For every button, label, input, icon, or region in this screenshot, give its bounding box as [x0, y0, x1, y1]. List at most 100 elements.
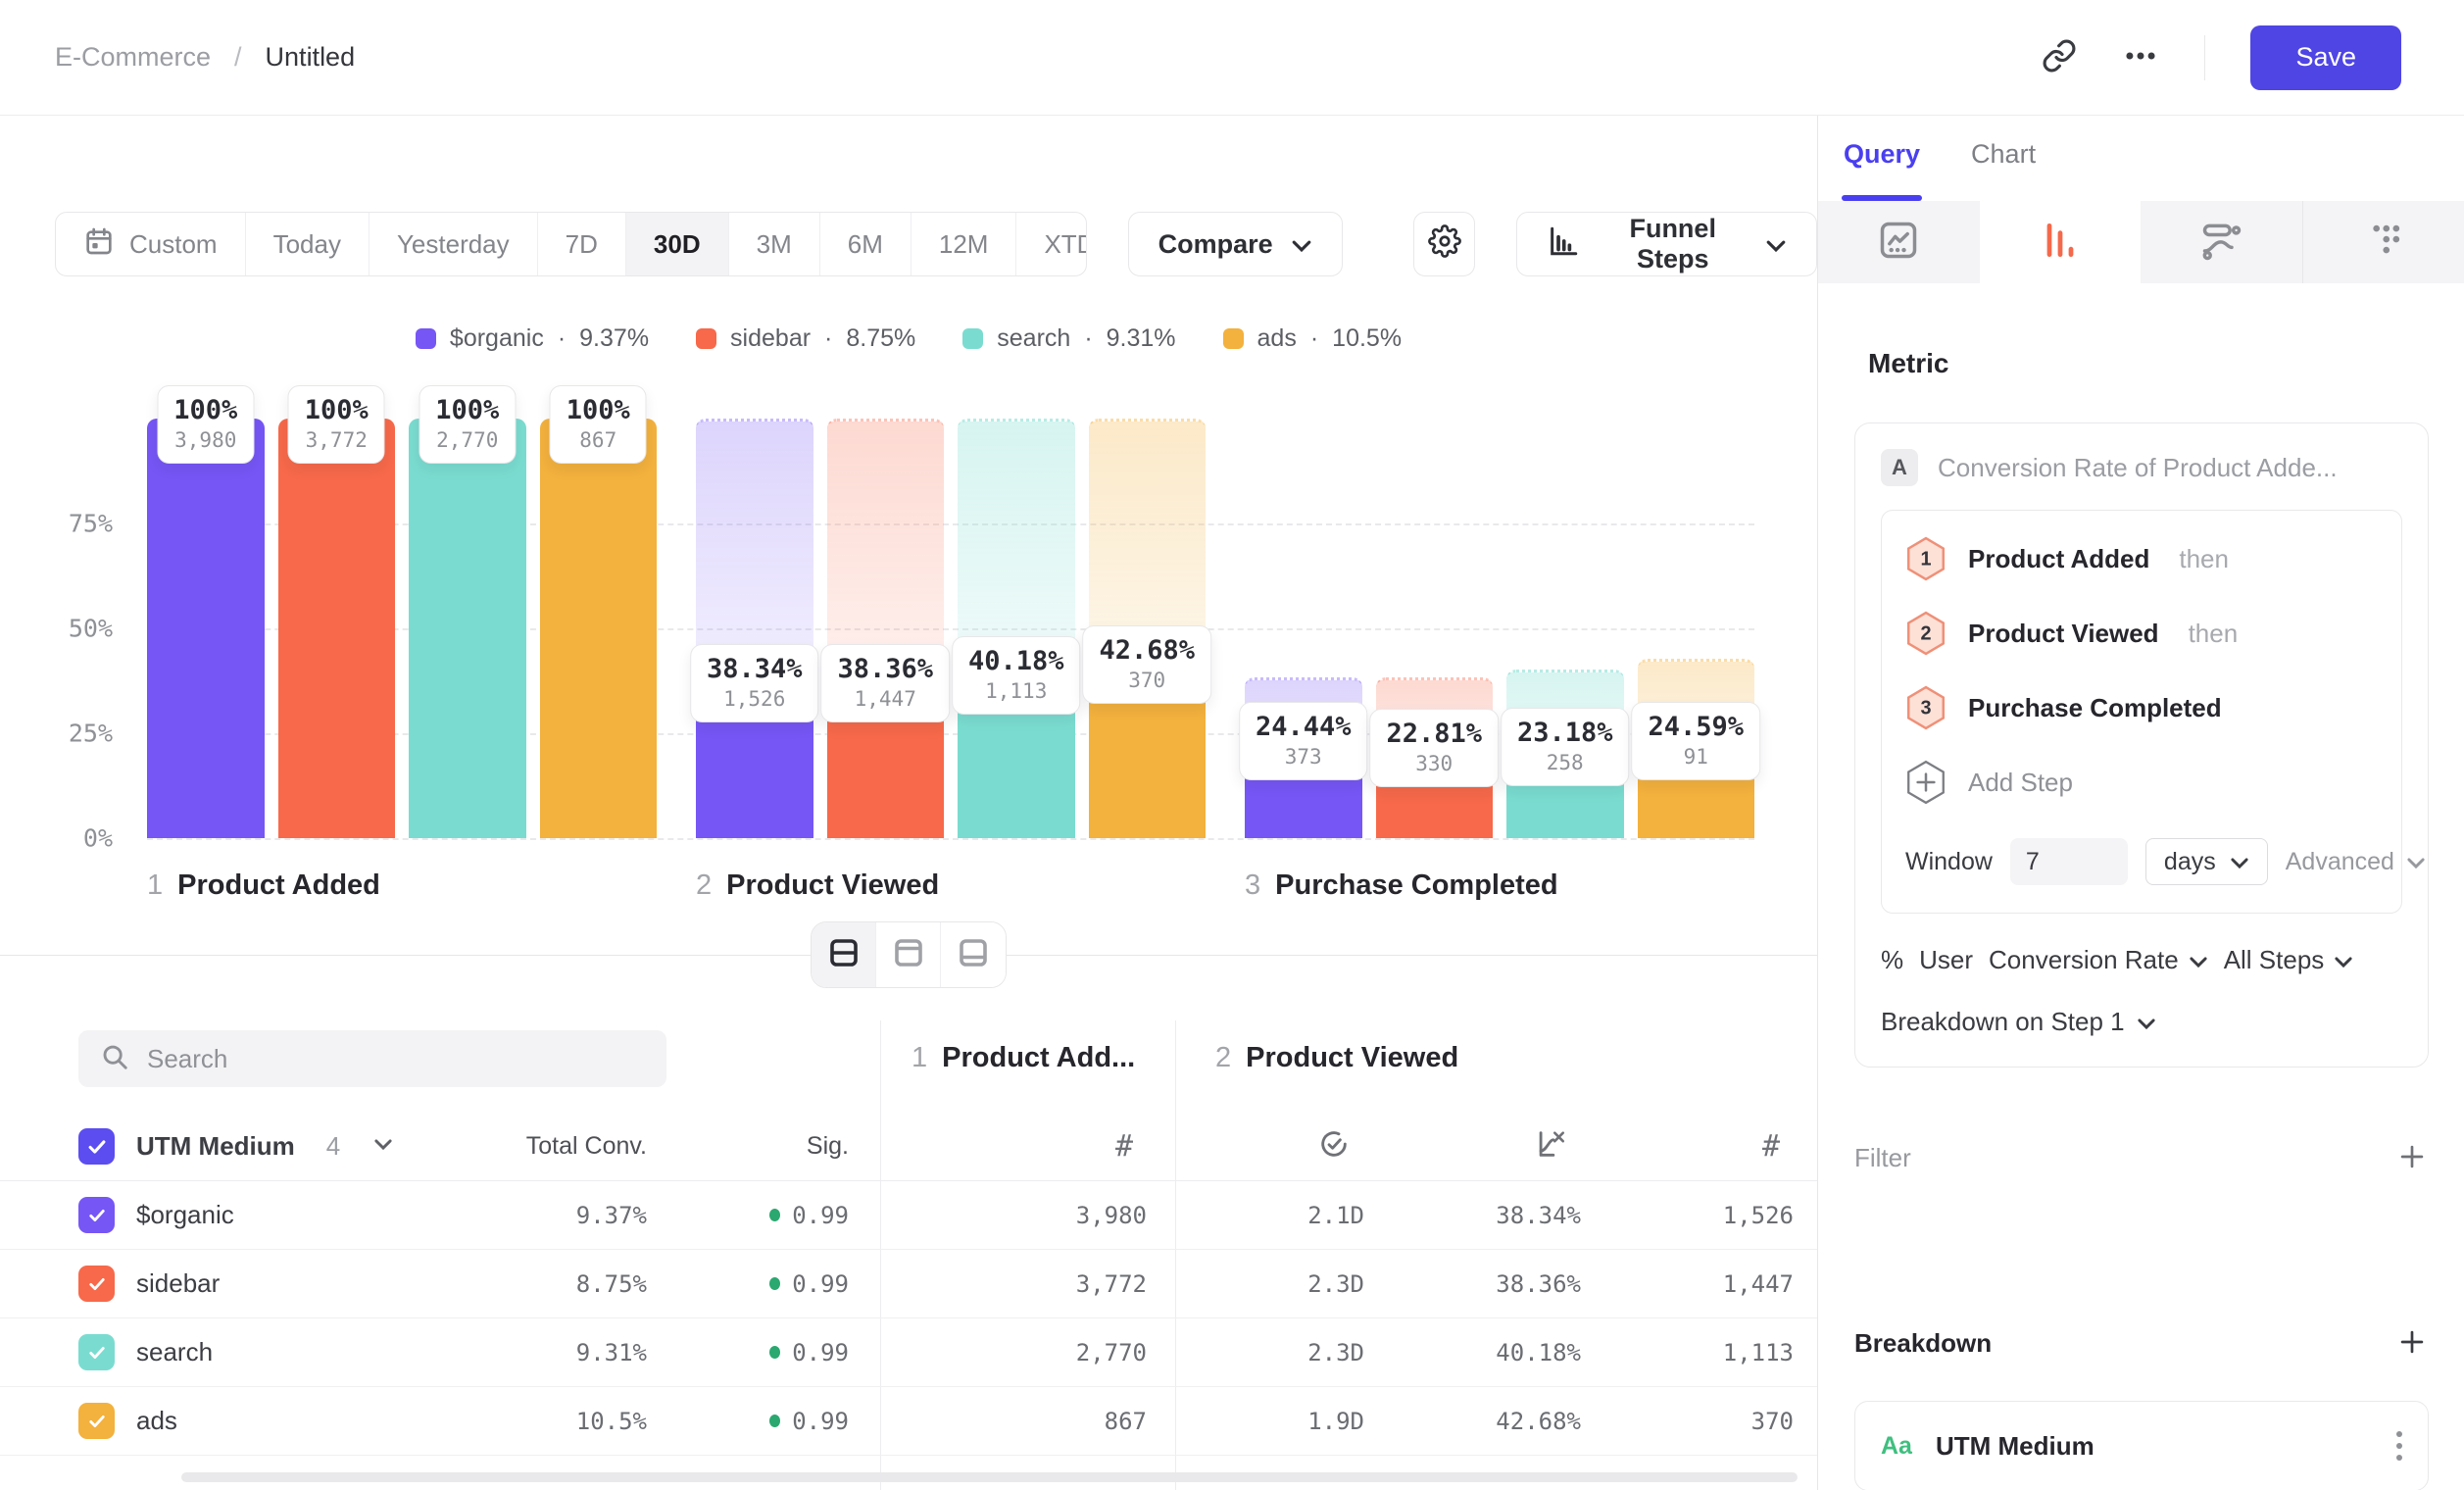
- row-checkbox[interactable]: [78, 1403, 115, 1439]
- entity-selector[interactable]: User: [1919, 945, 1974, 974]
- date-range-3m[interactable]: 3M: [729, 213, 820, 275]
- funnel-bar-organic-step3[interactable]: 24.44% 373: [1238, 419, 1368, 838]
- date-range-yesterday[interactable]: Yesterday: [370, 213, 538, 275]
- tab-flow-chart[interactable]: [2141, 201, 2302, 283]
- query-step-2[interactable]: 2 Product Viewed then: [1905, 611, 2378, 656]
- breadcrumb-title[interactable]: Untitled: [265, 42, 356, 72]
- count-column-header[interactable]: #: [1581, 1129, 1794, 1164]
- funnel-bar-sidebar-step2[interactable]: 38.36% 1,447: [820, 419, 951, 838]
- legend-item[interactable]: $organic · 9.37%: [415, 324, 649, 353]
- layout-chart-only-button[interactable]: [876, 922, 941, 987]
- add-breakdown-button[interactable]: [2395, 1325, 2429, 1362]
- gear-icon: [1427, 224, 1461, 265]
- add-step-button[interactable]: Add Step: [1905, 760, 2378, 805]
- advanced-toggle[interactable]: Advanced: [2286, 848, 2426, 876]
- breakdown-options-button[interactable]: [2396, 1431, 2402, 1461]
- scope-selector[interactable]: All Steps: [2224, 945, 2354, 975]
- chart-percent-icon: [1534, 1127, 1567, 1166]
- funnel-bar-ads-step1[interactable]: 100% 867: [539, 385, 657, 838]
- breakdown-property-card[interactable]: Aa UTM Medium: [1854, 1401, 2429, 1490]
- breadcrumb-project[interactable]: E-Commerce: [55, 42, 212, 72]
- metric-title: Conversion Rate of Product Adde...: [1938, 452, 2338, 482]
- chart-settings-button[interactable]: [1412, 212, 1476, 276]
- layout-table-only-button[interactable]: [941, 922, 1006, 987]
- date-range-30d[interactable]: 30D: [625, 213, 729, 275]
- date-range-xtd[interactable]: XTD: [1016, 213, 1085, 275]
- query-step-3[interactable]: 3 Purchase Completed: [1905, 685, 2378, 730]
- string-property-icon: Aa: [1881, 1431, 1912, 1460]
- step-3-hexagon-badge: 3: [1905, 685, 1947, 730]
- header-divider: [2204, 34, 2206, 80]
- step2-conv: 40.18%: [1496, 1338, 1581, 1366]
- funnel-bar-search-step1[interactable]: 100% 2,770: [409, 385, 526, 838]
- value-label-card: 38.34% 1,526: [689, 643, 819, 722]
- date-range-label: Custom: [129, 228, 218, 259]
- horizontal-scrollbar[interactable]: [181, 1472, 1798, 1482]
- row-checkbox[interactable]: [78, 1266, 115, 1302]
- add-step-hexagon-icon: [1905, 760, 1947, 805]
- chevron-down-icon: [1291, 229, 1312, 260]
- solid-bar: 100% 3,980: [147, 385, 265, 838]
- solid-bar: 38.36% 1,447: [820, 643, 951, 838]
- metric-title-row[interactable]: A Conversion Rate of Product Adde...: [1881, 449, 2402, 486]
- measure-selector[interactable]: Conversion Rate: [1989, 945, 2208, 975]
- date-range-7d[interactable]: 7D: [538, 213, 626, 275]
- groupby-count: 4: [325, 1131, 341, 1161]
- date-range-custom[interactable]: Custom: [56, 213, 246, 275]
- chart-type-button[interactable]: Funnel Steps: [1516, 212, 1817, 276]
- step-label-2: 2 Product Viewed: [696, 869, 940, 901]
- more-options-button[interactable]: [2122, 37, 2159, 77]
- funnel-bar-search-step3[interactable]: 23.18% 258: [1500, 419, 1630, 838]
- chevron-down-icon: [1765, 229, 1787, 260]
- row-checkbox[interactable]: [78, 1334, 115, 1370]
- sig-column-header[interactable]: Sig.: [806, 1132, 849, 1160]
- date-range-12m[interactable]: 12M: [912, 213, 1017, 275]
- window-value-input[interactable]: [2009, 838, 2128, 885]
- tab-query[interactable]: Query: [1841, 139, 1923, 201]
- tab-chart[interactable]: Chart: [1971, 139, 2037, 169]
- legend-item[interactable]: ads · 10.5%: [1222, 324, 1402, 353]
- groupby-column-header[interactable]: UTM Medium: [136, 1131, 295, 1161]
- step-2-hexagon-badge: 2: [1905, 611, 1947, 656]
- legend-swatch: [696, 328, 717, 349]
- solid-bar: 24.44% 373: [1238, 702, 1368, 838]
- funnel-bar-ads-step3[interactable]: 24.59% 91: [1631, 419, 1761, 838]
- breakdown-on-step-selector[interactable]: Breakdown on Step 1: [1881, 1007, 2402, 1037]
- table-row-ads[interactable]: ads 10.5% 0.99 867 1.9D 42.68% 370: [0, 1387, 1817, 1456]
- funnel-bar-sidebar-step1[interactable]: 100% 3,772: [277, 385, 395, 838]
- table-row-organic[interactable]: $organic 9.37% 0.99 3,980 2.1D 38.34% 1,…: [0, 1181, 1817, 1250]
- chevron-down-icon[interactable]: [373, 1138, 393, 1156]
- window-unit-select[interactable]: days: [2144, 838, 2268, 885]
- date-range-today[interactable]: Today: [246, 213, 370, 275]
- search-input[interactable]: [147, 1043, 645, 1074]
- query-step-1[interactable]: 1 Product Added then: [1905, 536, 2378, 581]
- legend-item[interactable]: sidebar · 8.75%: [696, 324, 915, 353]
- clock-check-icon: [1317, 1127, 1351, 1166]
- tab-grid-chart[interactable]: [2301, 201, 2464, 283]
- table-row-sidebar[interactable]: sidebar 8.75% 0.99 3,772 2.3D 38.36% 1,4…: [0, 1250, 1817, 1318]
- chevron-down-icon: [2230, 848, 2249, 876]
- time-to-convert-column-header[interactable]: [1175, 1127, 1364, 1166]
- tab-line-chart[interactable]: [1818, 201, 1980, 283]
- layout-split-button[interactable]: [812, 922, 876, 987]
- funnel-bar-sidebar-step3[interactable]: 22.81% 330: [1369, 419, 1500, 838]
- total-conv-column-header[interactable]: Total Conv.: [525, 1132, 647, 1160]
- add-filter-button[interactable]: [2395, 1140, 2429, 1176]
- row-checkbox[interactable]: [78, 1197, 115, 1233]
- value-label-card: 100% 3,772: [287, 385, 385, 464]
- select-all-checkbox[interactable]: [78, 1128, 115, 1165]
- date-range-6m[interactable]: 6M: [820, 213, 912, 275]
- share-link-button[interactable]: [2042, 38, 2077, 76]
- conversion-rate-column-header[interactable]: [1364, 1127, 1581, 1166]
- table-row-search[interactable]: search 9.31% 0.99 2,770 2.3D 40.18% 1,11…: [0, 1318, 1817, 1387]
- count-column-header[interactable]: #: [881, 1129, 1147, 1164]
- funnel-bar-ads-step2[interactable]: 42.68% 370: [1082, 419, 1212, 838]
- funnel-bar-organic-step2[interactable]: 38.34% 1,526: [689, 419, 819, 838]
- tab-funnel-chart[interactable]: [1979, 201, 2141, 283]
- compare-button[interactable]: Compare: [1127, 212, 1343, 276]
- value-label-card: 23.18% 258: [1500, 707, 1630, 786]
- funnel-bar-organic-step1[interactable]: 100% 3,980: [147, 385, 265, 838]
- funnel-bar-search-step2[interactable]: 40.18% 1,113: [951, 419, 1081, 838]
- legend-item[interactable]: search · 9.31%: [962, 324, 1176, 353]
- save-button[interactable]: Save: [2250, 25, 2401, 90]
